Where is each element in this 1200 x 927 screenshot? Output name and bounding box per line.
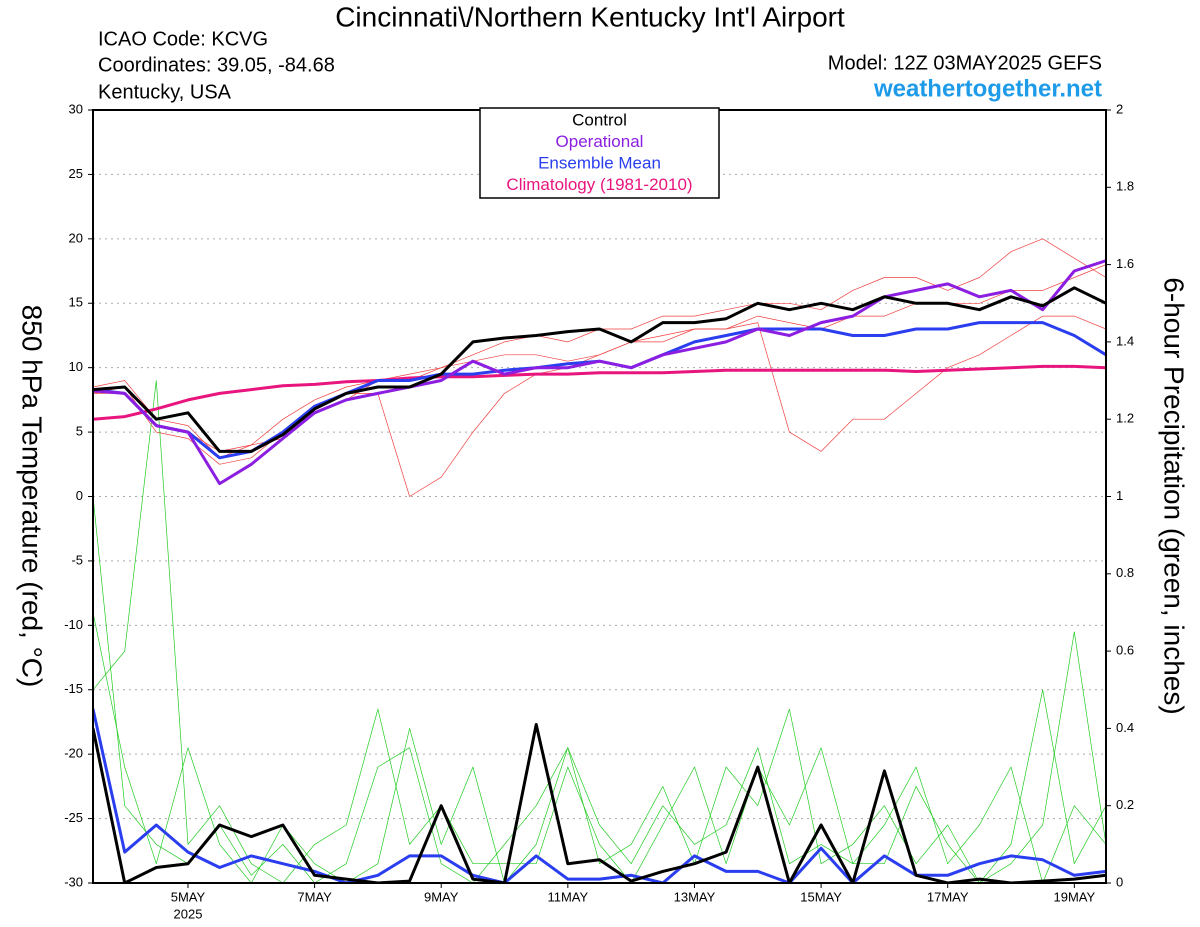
legend-entry: Ensemble Mean: [538, 153, 661, 172]
x-sublabel: 2025: [174, 906, 203, 921]
info-line: Kentucky, USA: [98, 81, 232, 103]
y2-tick-label: 1: [1116, 488, 1123, 503]
y-tick-label: 5: [76, 424, 83, 439]
legend-entry: Control: [572, 110, 627, 129]
x-tick-label: 13MAY: [674, 889, 716, 904]
chart-title: Cincinnati\/Northern Kentucky Int'l Airp…: [335, 1, 845, 32]
y-axis-label: 850 hPa Temperature (red, °C): [17, 305, 48, 688]
y-tick-label: 30: [69, 101, 83, 116]
y2-tick-label: 0.6: [1116, 643, 1134, 658]
y-tick-label: -10: [64, 617, 83, 632]
y2-tick-label: 0.2: [1116, 797, 1134, 812]
series-line: [93, 708, 1106, 883]
source-label: weathertogether.net: [873, 75, 1102, 102]
y2-tick-label: 0.4: [1116, 720, 1134, 735]
y2-axis-label: 6-hour Precipitation (green, inches): [1159, 277, 1190, 714]
legend-entry: Climatology (1981-2010): [506, 175, 692, 194]
y2-tick-label: 0: [1116, 874, 1123, 889]
y2-tick-label: 0.8: [1116, 565, 1134, 580]
x-tick-label: 11MAY: [547, 889, 588, 904]
y-tick-label: -5: [71, 552, 83, 567]
series-line: [93, 612, 1106, 883]
series-line: [93, 380, 1106, 883]
info-line: ICAO Code: KCVG: [98, 28, 268, 50]
legend-entry: Operational: [556, 132, 644, 151]
y-tick-label: 0: [76, 488, 83, 503]
y-tick-label: -25: [64, 810, 83, 825]
model-label: Model: 12Z 03MAY2025 GEFS: [828, 52, 1102, 74]
y-tick-label: 25: [69, 166, 83, 181]
x-tick-label: 7MAY: [297, 889, 332, 904]
series-line: [93, 364, 1106, 421]
series-line: [93, 259, 1106, 486]
y2-tick-label: 1.8: [1116, 179, 1134, 194]
plot-lines: [93, 238, 1106, 883]
series-line: [93, 723, 1106, 883]
y2-tick-label: 1.4: [1116, 333, 1134, 348]
x-tick-label: 15MAY: [800, 889, 842, 904]
x-tick-label: 5MAY: [171, 889, 206, 904]
y2-tick-label: 2: [1116, 101, 1123, 116]
series-line: [93, 315, 1106, 459]
legend-box: [479, 107, 720, 199]
y-tick-label: 10: [69, 359, 83, 374]
y2-tick-label: 1.6: [1116, 256, 1134, 271]
x-tick-label: 19MAY: [1054, 889, 1096, 904]
series-line: [93, 238, 1106, 452]
y2-tick-label: 1.2: [1116, 411, 1134, 426]
y-tick-label: -20: [64, 746, 83, 761]
x-tick-label: 17MAY: [927, 889, 969, 904]
series-line: [93, 496, 1106, 883]
series-line: [93, 264, 1106, 497]
y-tick-label: 20: [69, 230, 83, 245]
series-line: [93, 286, 1106, 453]
y-tick-label: -30: [64, 874, 83, 889]
x-tick-label: 9MAY: [424, 889, 459, 904]
y-tick-label: -15: [64, 681, 83, 696]
info-line: Coordinates: 39.05, -84.68: [98, 54, 335, 76]
y-tick-label: 15: [69, 295, 83, 310]
